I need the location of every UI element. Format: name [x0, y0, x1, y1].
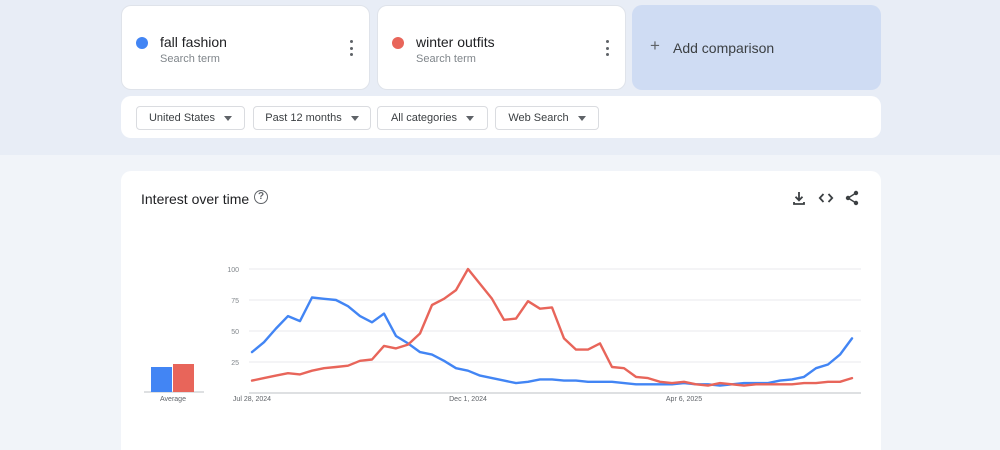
average-bars: Average [144, 364, 204, 403]
caret-down-icon [466, 115, 475, 121]
caret-down-icon [224, 115, 233, 121]
plus-icon: + [650, 36, 660, 55]
y-tick-label: 75 [231, 298, 239, 305]
help-icon[interactable]: ? [254, 190, 268, 204]
filters-bar: United States Past 12 months All categor… [121, 96, 881, 138]
y-tick-label: 50 [231, 329, 239, 336]
chart-series [250, 267, 854, 387]
caret-down-icon [350, 115, 359, 121]
caret-down-icon [577, 115, 586, 121]
add-comparison-button[interactable]: + Add comparison [632, 5, 881, 90]
download-icon[interactable] [791, 190, 807, 206]
chart-title: Interest over time [141, 191, 250, 207]
interest-over-time-card: Interest over time ? Average 25 50 75 100 Ju… [121, 171, 881, 450]
series-line-fall-fashion [250, 296, 854, 387]
average-bar-fall-fashion [151, 367, 172, 392]
x-tick-label: Jul 28, 2024 [233, 396, 271, 403]
region-dropdown[interactable]: United States [136, 106, 245, 130]
time-range-label: Past 12 months [265, 112, 342, 124]
chart-grid: 25 50 75 100 Jul 28, 2024 Dec 1, 2024 Apr 6, 2… [227, 267, 861, 403]
term-card-winter-outfits[interactable]: winter outfits Search term [377, 5, 626, 90]
category-label: All categories [390, 112, 458, 124]
term-label: winter outfits [416, 34, 495, 50]
term-color-dot [136, 37, 148, 49]
term-card-fall-fashion[interactable]: fall fashion Search term [121, 5, 370, 90]
more-options-icon[interactable] [344, 40, 358, 56]
more-options-icon[interactable] [600, 40, 614, 56]
average-bar-winter-outfits [173, 364, 194, 392]
embed-icon[interactable] [818, 190, 834, 206]
property-dropdown[interactable]: Web Search [495, 106, 599, 130]
interest-chart: Average 25 50 75 100 Jul 28, 2024 Dec 1, 2024… [144, 267, 861, 403]
average-label: Average [160, 396, 186, 403]
add-comparison-label: Add comparison [673, 40, 775, 56]
term-sublabel: Search term [416, 53, 476, 65]
y-tick-label: 100 [227, 267, 239, 274]
term-sublabel: Search term [160, 53, 220, 65]
share-icon[interactable] [844, 190, 860, 206]
series-line-winter-outfits [250, 267, 854, 387]
property-label: Web Search [508, 112, 569, 124]
time-range-dropdown[interactable]: Past 12 months [253, 106, 371, 130]
x-tick-label: Dec 1, 2024 [449, 396, 487, 403]
y-tick-label: 25 [231, 360, 239, 367]
region-label: United States [148, 112, 216, 124]
x-tick-label: Apr 6, 2025 [666, 396, 702, 403]
category-dropdown[interactable]: All categories [377, 106, 488, 130]
term-label: fall fashion [160, 34, 227, 50]
term-color-dot [392, 37, 404, 49]
